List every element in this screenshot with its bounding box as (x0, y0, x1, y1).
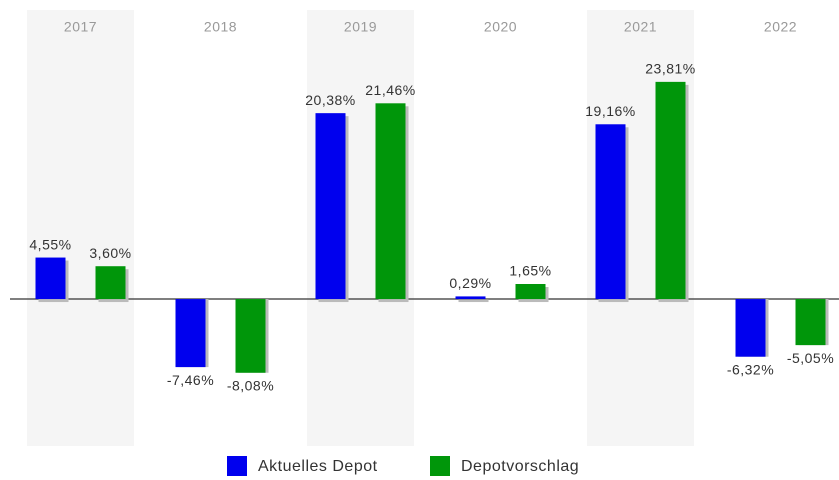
data-label: 0,29% (449, 275, 491, 291)
bar (455, 296, 486, 300)
legend-label: Aktuelles Depot (258, 458, 378, 475)
bar (515, 284, 546, 300)
x-tick-label: 2022 (764, 19, 797, 35)
data-label: 23,81% (645, 61, 695, 77)
x-tick-label: 2019 (344, 19, 377, 35)
data-label: 1,65% (509, 263, 551, 279)
bar (375, 103, 406, 300)
x-tick-label: 2021 (624, 19, 657, 35)
x-tick-label: 2020 (484, 19, 517, 35)
legend-swatch (227, 456, 247, 476)
band-background (27, 10, 134, 446)
legend-swatch (430, 456, 450, 476)
x-tick-label: 2018 (204, 19, 237, 35)
bar (735, 299, 766, 357)
x-tick-label: 2017 (64, 19, 97, 35)
data-label: 4,55% (29, 236, 71, 252)
data-label: 3,60% (89, 245, 131, 261)
bar (315, 113, 346, 300)
bar (595, 124, 626, 300)
bar (795, 299, 826, 346)
legend-label: Depotvorschlag (461, 458, 579, 475)
bar (655, 81, 686, 300)
data-label: -7,46% (167, 372, 214, 388)
data-label: 20,38% (305, 92, 355, 108)
bar (95, 266, 126, 300)
bar (35, 257, 66, 300)
data-label: -5,05% (787, 350, 834, 366)
data-label: -8,08% (227, 377, 274, 393)
data-label: -6,32% (727, 361, 774, 377)
data-label: 19,16% (585, 103, 635, 119)
bar (175, 299, 206, 368)
data-label: 21,46% (365, 82, 415, 98)
bar (235, 299, 266, 373)
bar-shadow (458, 299, 489, 303)
